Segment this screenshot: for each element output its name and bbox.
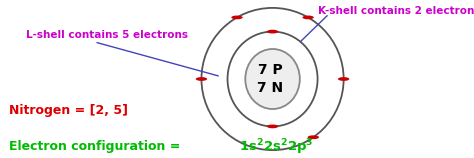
Ellipse shape (302, 15, 314, 19)
Ellipse shape (231, 15, 243, 19)
Ellipse shape (338, 77, 349, 81)
Text: $\mathbf{1s^2 2s^2 2p^3}$: $\mathbf{1s^2 2s^2 2p^3}$ (239, 137, 314, 157)
Text: Nitrogen = [2, 5]: Nitrogen = [2, 5] (9, 104, 128, 117)
Ellipse shape (267, 125, 278, 128)
Text: 7 P: 7 P (258, 63, 283, 76)
Text: 7 N: 7 N (257, 82, 283, 95)
Ellipse shape (196, 77, 207, 81)
Ellipse shape (245, 49, 300, 109)
Ellipse shape (308, 135, 319, 139)
Text: L-shell contains 5 electrons: L-shell contains 5 electrons (26, 30, 188, 40)
Ellipse shape (267, 30, 278, 33)
Text: K-shell contains 2 electrons: K-shell contains 2 electrons (318, 6, 474, 16)
Text: Electron configuration =: Electron configuration = (9, 140, 185, 153)
